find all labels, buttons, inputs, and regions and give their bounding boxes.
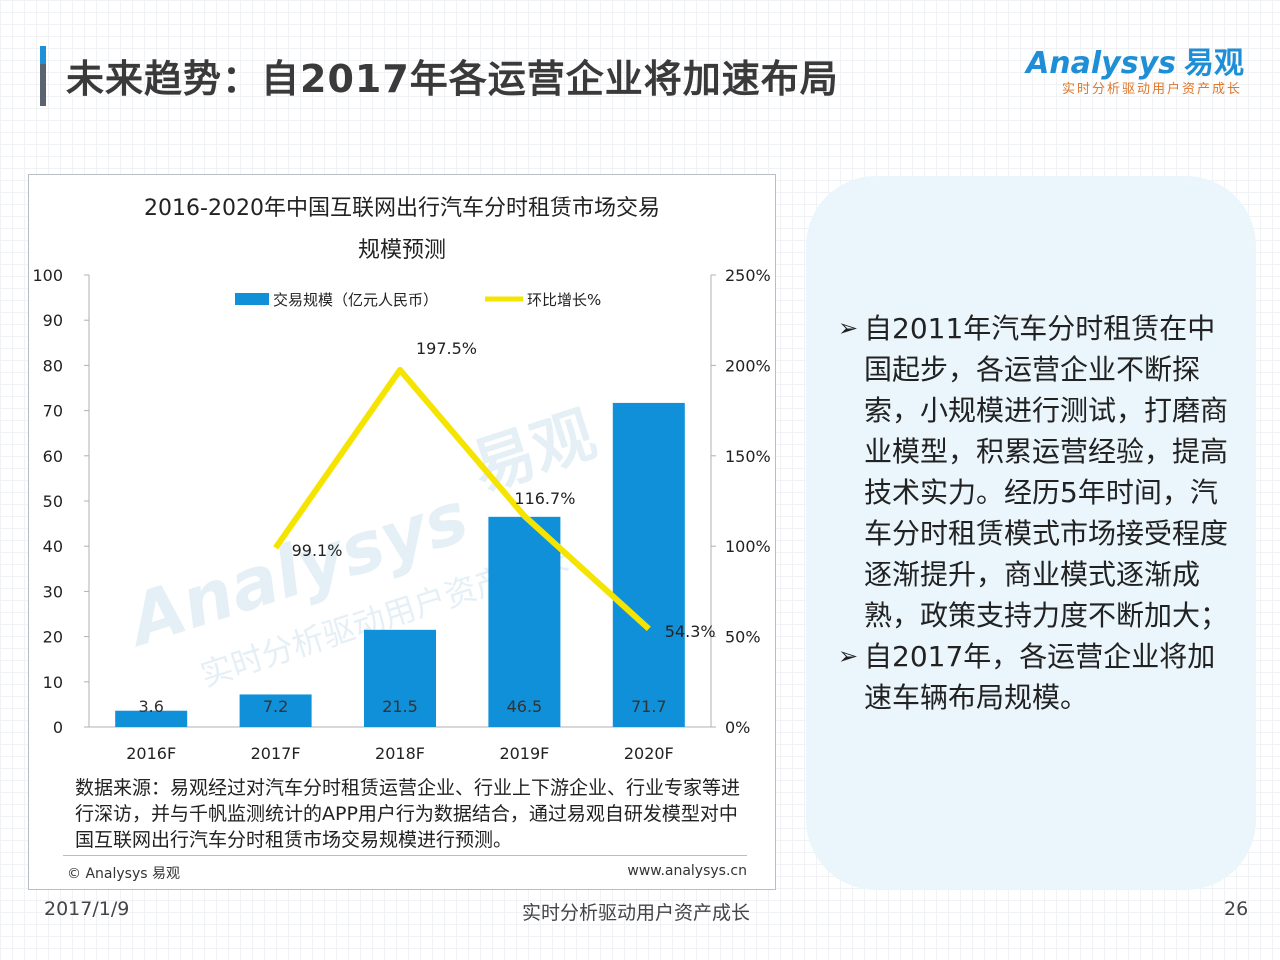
legend-label-line: 环比增长%	[527, 291, 601, 309]
chart-title: 2016-2020年中国互联网出行汽车分时租赁市场交易	[144, 196, 660, 221]
bullet-text: 自2011年汽车分时租赁在中国起步，各运营企业不断探索，小规模进行测试，打磨商业…	[864, 312, 1229, 632]
left-tick-label: 10	[43, 673, 63, 692]
right-tick-label: 100%	[725, 537, 771, 556]
left-tick-label: 80	[43, 356, 63, 375]
bar	[115, 710, 188, 727]
footer-tagline: 实时分析驱动用户资产成长	[522, 902, 751, 924]
bar-value-label: 21.5	[382, 697, 418, 716]
bullet-text: 自2017年，各运营企业将加速车辆布局规模。	[864, 640, 1216, 714]
left-tick-label: 40	[43, 537, 63, 556]
left-tick-label: 60	[43, 447, 63, 466]
right-tick-label: 200%	[725, 356, 771, 375]
bar-value-label: 3.6	[138, 697, 163, 716]
left-tick-label: 100	[32, 266, 63, 285]
right-tick-label: 0%	[725, 718, 750, 737]
bullet-item: ➢ 自2017年，各运营企业将加速车辆布局规模。	[838, 636, 1228, 718]
legend-label-bar: 交易规模（亿元人民币）	[273, 291, 438, 309]
left-tick-label: 50	[43, 492, 63, 511]
x-tick-label: 2020F	[624, 744, 674, 763]
logo-wordmark: Analysys 易观	[1026, 46, 1244, 81]
line-value-label: 197.5%	[416, 339, 477, 358]
x-tick-label: 2016F	[126, 744, 176, 763]
bar	[239, 694, 312, 727]
page-number: 26	[1224, 898, 1249, 920]
market-size-chart: Analysys易观实时分析驱动用户资产成长2016-2020年中国互联网出行汽…	[32, 196, 771, 763]
source-divider	[63, 855, 747, 856]
right-tick-label: 150%	[725, 447, 771, 466]
arrow-bullet-icon: ➢	[838, 642, 859, 670]
x-tick-label: 2019F	[499, 744, 549, 763]
logo-tagline: 实时分析驱动用户资产成长	[1061, 82, 1242, 97]
bar	[488, 516, 561, 727]
right-tick-label: 50%	[725, 628, 761, 647]
copyright-text: © Analysys 易观	[67, 866, 180, 882]
left-tick-label: 0	[53, 718, 63, 737]
x-tick-label: 2017F	[251, 744, 301, 763]
bar-value-label: 7.2	[263, 697, 288, 716]
bar	[364, 629, 436, 727]
legend-swatch-bar	[235, 293, 269, 305]
right-tick-label: 250%	[725, 266, 771, 285]
chart-panel: Analysys 易观 实时分析驱动用户资产成长 2016-2020年中国互联网出行汽…	[28, 174, 776, 890]
website-link[interactable]: www.analysys.cn	[627, 863, 747, 879]
x-tick-label: 2018F	[375, 744, 425, 763]
analysys-logo: Analysys 易观 实时分析驱动用户资产成长	[1024, 38, 1244, 102]
bar-value-label: 71.7	[631, 697, 667, 716]
arrow-bullet-icon: ➢	[838, 314, 859, 342]
line-value-label: 116.7%	[514, 489, 575, 508]
bar	[612, 402, 685, 727]
insight-bullets: ➢ 自2011年汽车分时租赁在中国起步，各运营企业不断探索，小规模进行测试，打磨…	[838, 308, 1228, 718]
line-value-label: 99.1%	[292, 541, 343, 560]
page-title: 未来趋势：自2017年各运营企业将加速布局	[66, 57, 839, 101]
left-tick-label: 90	[43, 311, 63, 330]
left-tick-label: 70	[43, 402, 63, 421]
line-value-label: 54.3%	[665, 622, 716, 641]
data-source-note: 数据来源：易观经过对汽车分时租赁运营企业、行业上下游企业、行业专家等进行深访，并…	[75, 777, 741, 851]
bullet-item: ➢ 自2011年汽车分时租赁在中国起步，各运营企业不断探索，小规模进行测试，打磨…	[838, 308, 1228, 636]
left-tick-label: 20	[43, 628, 63, 647]
left-tick-label: 30	[43, 582, 63, 601]
growth-line	[273, 366, 651, 632]
title-accent-bar	[40, 46, 46, 106]
chart-title-line2: 规模预测	[358, 238, 446, 263]
insight-panel	[806, 176, 1256, 890]
footer-date: 2017/1/9	[44, 898, 130, 920]
bar-value-label: 46.5	[507, 697, 543, 716]
